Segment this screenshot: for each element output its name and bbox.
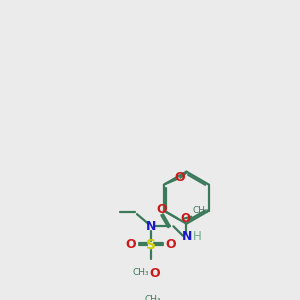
Text: O: O (157, 203, 167, 216)
Text: H: H (192, 230, 201, 243)
Text: O: O (174, 171, 185, 184)
Text: CH₃: CH₃ (192, 206, 209, 215)
Text: S: S (146, 238, 156, 252)
Text: O: O (165, 238, 176, 251)
Text: O: O (126, 238, 136, 251)
Text: N: N (146, 220, 156, 233)
Text: CH₃: CH₃ (132, 268, 149, 277)
Text: O: O (150, 268, 160, 281)
Text: O: O (180, 212, 190, 225)
Text: N: N (182, 230, 193, 243)
Text: CH₃: CH₃ (144, 296, 161, 300)
